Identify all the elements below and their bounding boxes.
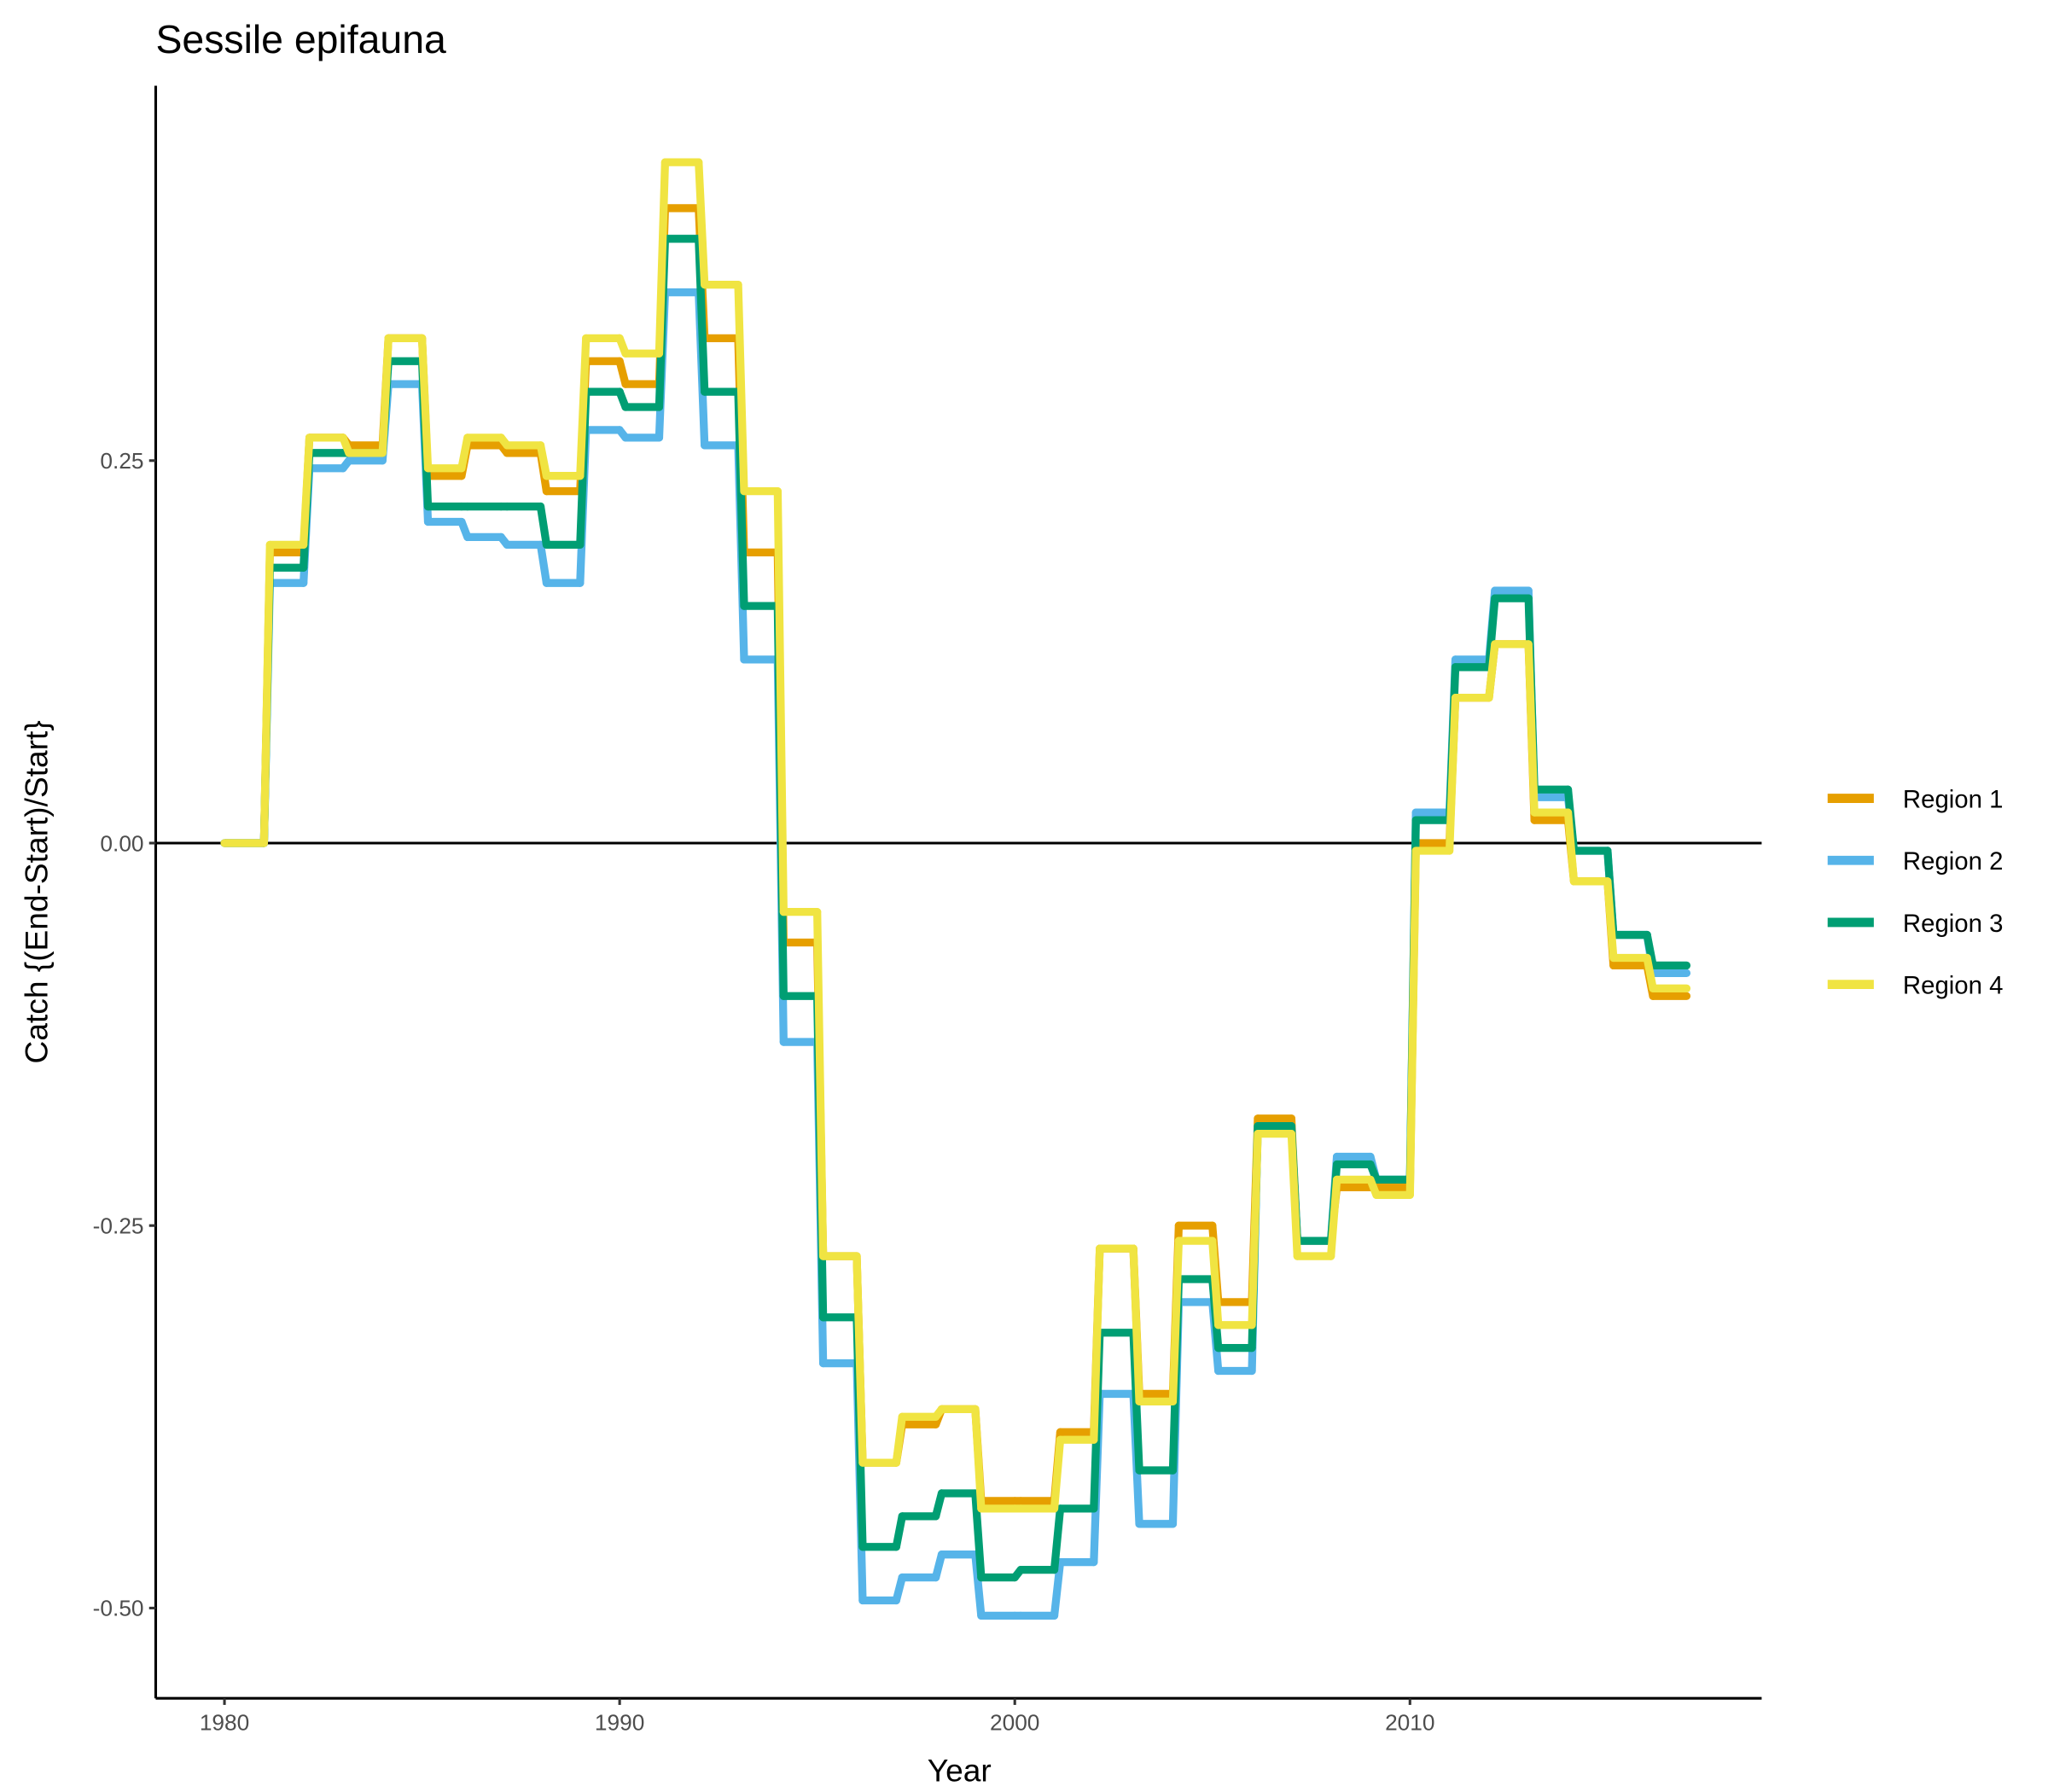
step-ramp — [536, 441, 551, 480]
step-ramp — [655, 158, 670, 358]
legend-label: Region 4 — [1903, 971, 2004, 999]
step-ramp — [773, 486, 788, 916]
step-ramp — [1445, 694, 1460, 855]
step-ramp — [300, 433, 314, 550]
step-ramp — [1327, 1175, 1341, 1260]
step-ramp — [259, 540, 274, 847]
step-ramp — [734, 280, 748, 496]
step-ramp — [1050, 1558, 1065, 1620]
step-ramp — [1603, 877, 1618, 963]
step-ramp — [892, 1412, 906, 1467]
chart-title: Sessile epifauna — [155, 17, 446, 61]
step-ramp — [536, 502, 551, 550]
step-ramp — [1485, 640, 1499, 702]
step-ramp — [576, 334, 591, 480]
y-tick-label: -0.50 — [93, 1596, 144, 1621]
step-ramp — [1563, 808, 1579, 886]
step-ramp — [1524, 640, 1539, 817]
step-ramp — [1248, 1129, 1262, 1329]
step-ramp — [1168, 1236, 1184, 1406]
step-ramp — [1643, 930, 1657, 970]
step-ramp — [852, 1252, 867, 1467]
y-tick-label: 0.00 — [100, 830, 143, 856]
x-axis-label: Year — [928, 1753, 992, 1789]
step-ramp — [1208, 1236, 1223, 1329]
legend-label: Region 1 — [1903, 785, 2004, 813]
y-tick-label: 0.25 — [100, 448, 143, 474]
step-ramp — [417, 334, 433, 473]
step-ramp — [1287, 1129, 1301, 1260]
step-ramp — [892, 1512, 906, 1551]
step-ramp — [971, 1405, 986, 1513]
step-ramp — [971, 1551, 986, 1620]
x-tick-label: 1990 — [595, 1709, 644, 1735]
step-ramp — [1405, 847, 1420, 1199]
step-ramp — [1050, 1504, 1065, 1574]
step-ramp — [971, 1489, 986, 1582]
step-ramp — [695, 158, 709, 289]
step-ramp — [457, 433, 472, 473]
y-tick-label: -0.25 — [93, 1213, 144, 1238]
x-tick-label: 2010 — [1385, 1709, 1434, 1735]
x-tick-label: 1980 — [200, 1709, 249, 1735]
step-ramp — [378, 334, 393, 457]
step-ramp — [1643, 953, 1657, 992]
step-ramp — [813, 908, 828, 1260]
step-ramp — [1129, 1244, 1143, 1406]
step-ramp — [536, 540, 551, 587]
y-axis-label: Catch {(End-Start)/Start} — [19, 720, 55, 1063]
legend-label: Region 3 — [1903, 910, 2004, 938]
step-ramp — [1050, 1435, 1065, 1513]
legend-label: Region 2 — [1903, 847, 2004, 876]
step-ramp — [1090, 1244, 1104, 1444]
x-tick-label: 2000 — [990, 1709, 1039, 1735]
